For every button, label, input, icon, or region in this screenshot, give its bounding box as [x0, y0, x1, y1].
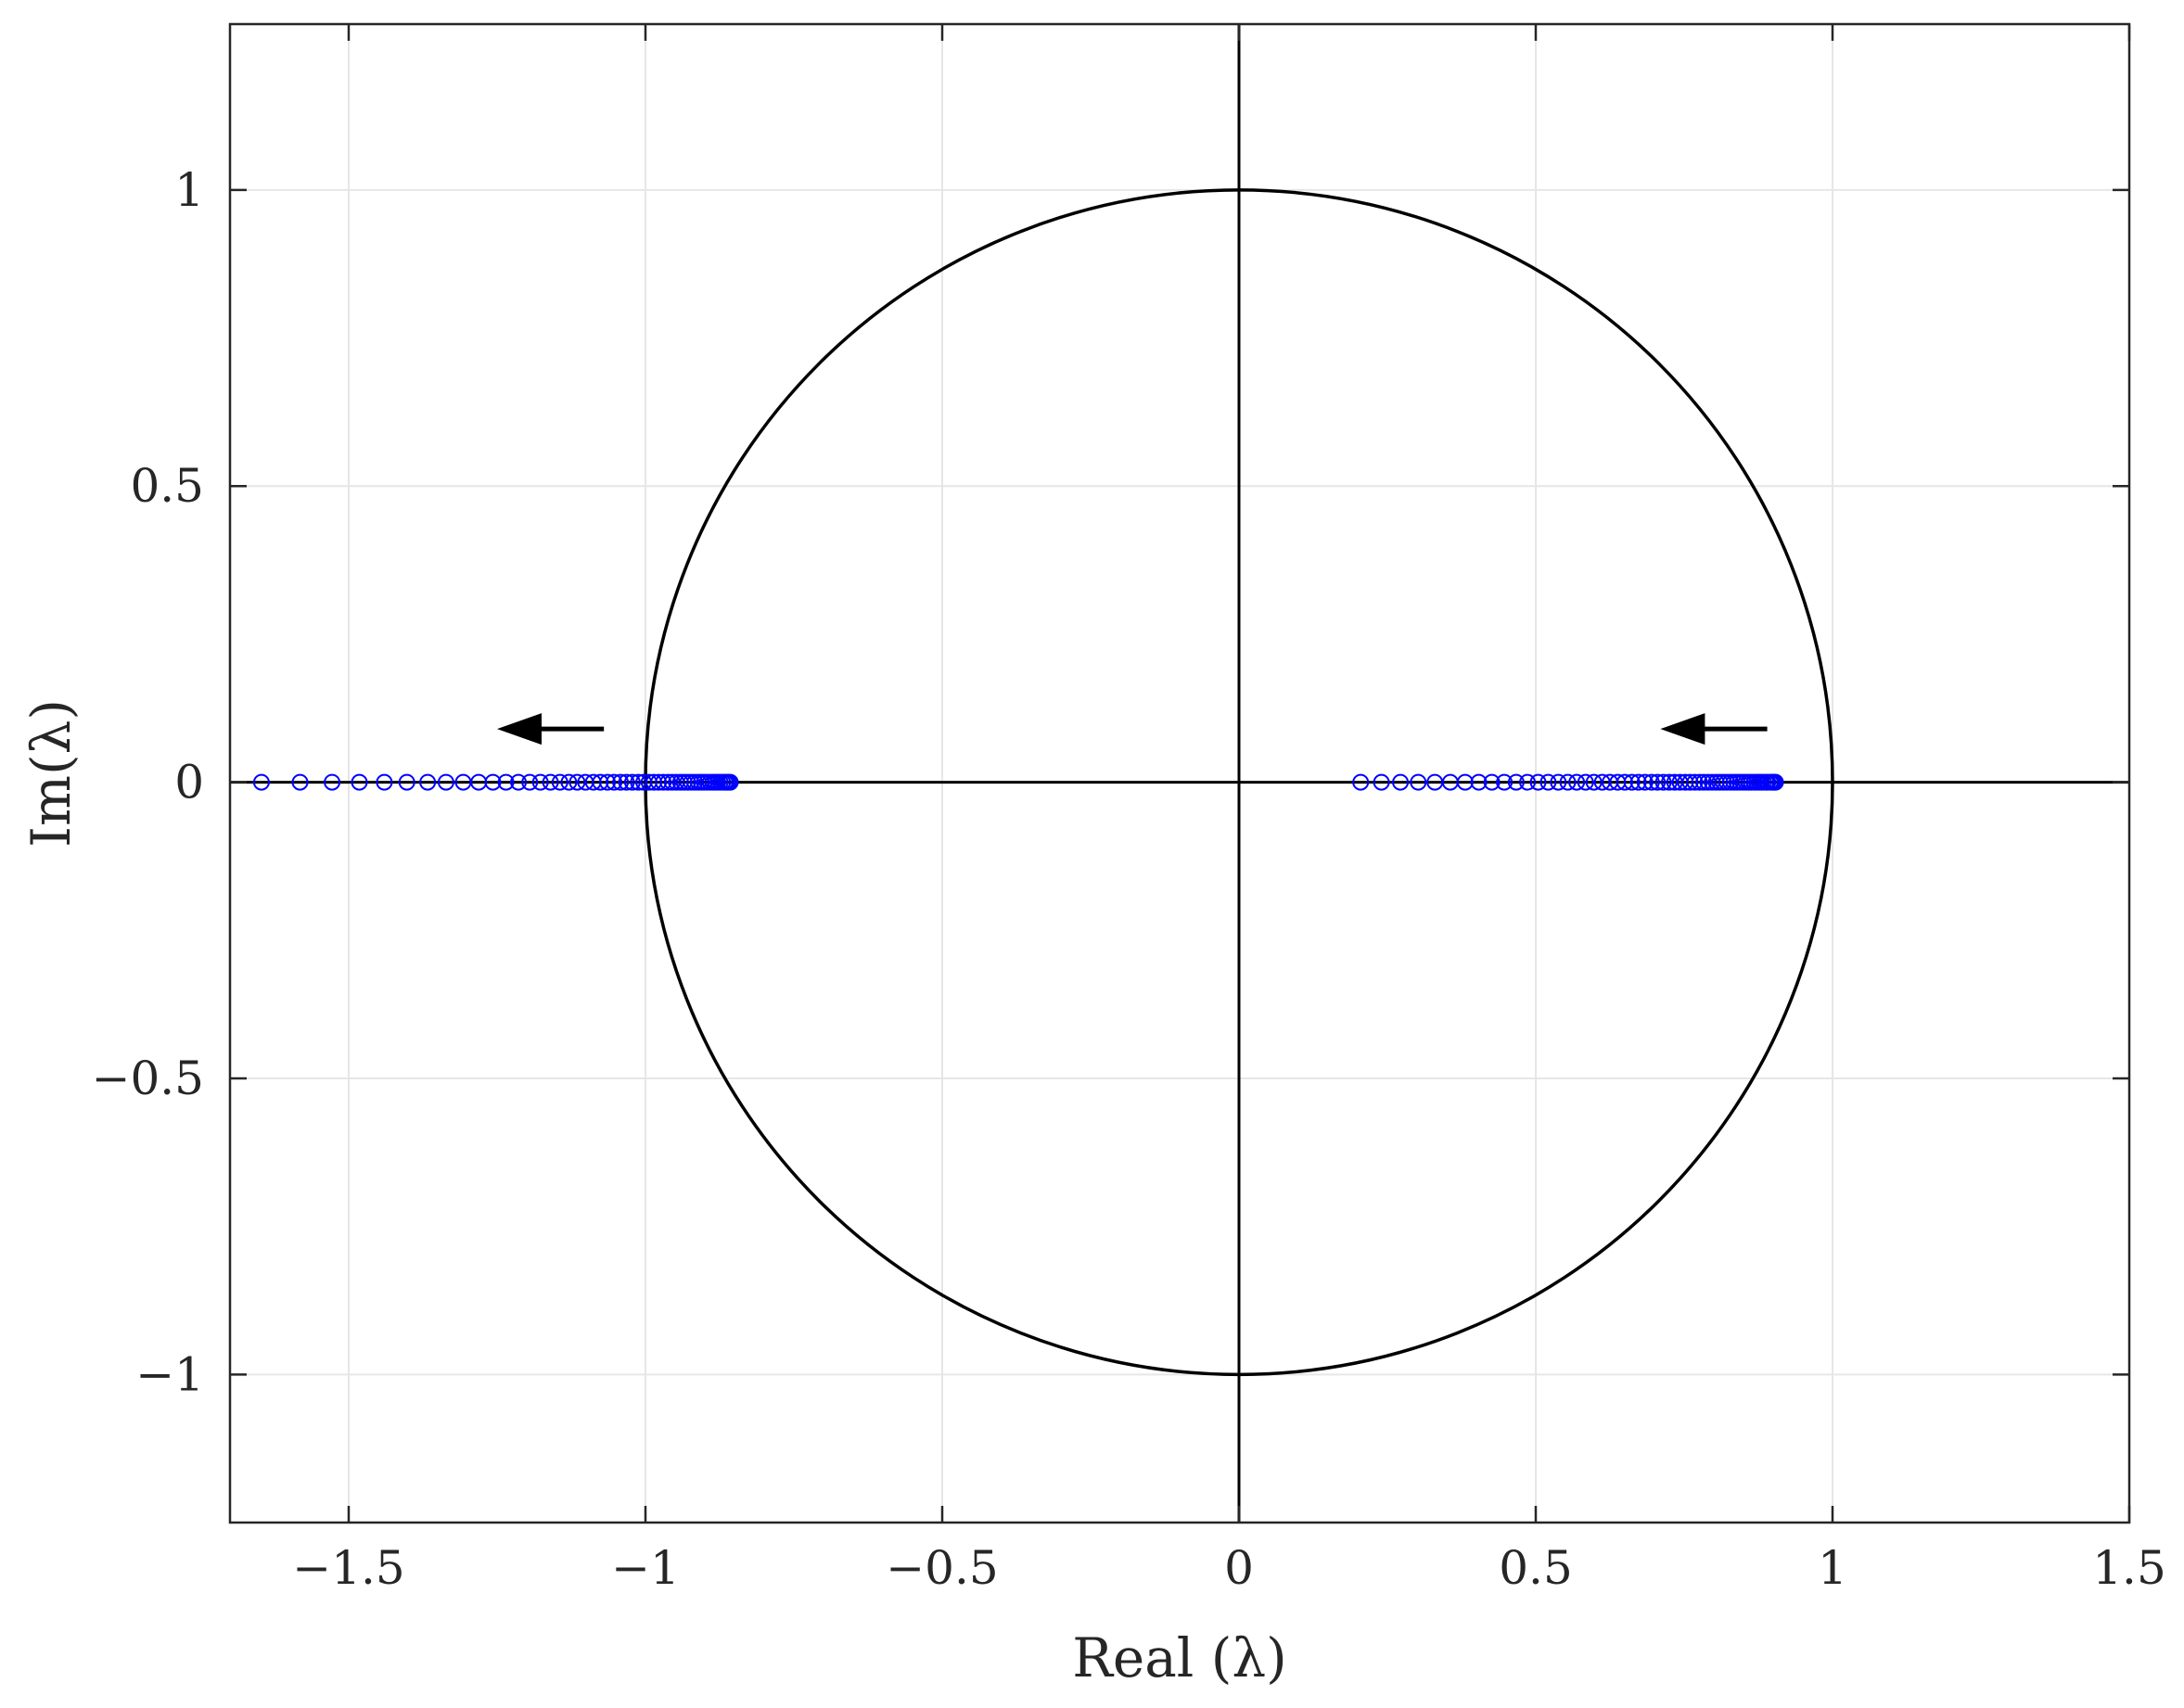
x-axis-title: Real (λ) — [1072, 1626, 1287, 1689]
data-point — [1550, 773, 1567, 791]
data-point — [1691, 773, 1708, 791]
data-point — [419, 773, 437, 791]
x-tick-labels: −1.5 −1 −0.5 0 0.5 1 1.5 — [292, 1541, 2165, 1595]
data-point — [618, 773, 635, 791]
data-point — [291, 773, 309, 791]
plot-area — [230, 24, 2129, 1523]
data-point — [1496, 773, 1513, 791]
x-tick-label: −1 — [611, 1541, 680, 1595]
x-tick-label: 1 — [1818, 1541, 1847, 1595]
data-point — [1686, 773, 1704, 791]
data-point — [1642, 773, 1660, 791]
data-point — [521, 773, 539, 791]
data-point — [599, 773, 617, 791]
y-tick-label: 0 — [174, 756, 204, 809]
y-tick-label: 0.5 — [130, 459, 204, 513]
y-tick-label: −1 — [135, 1347, 204, 1401]
eigenvalue-markers — [252, 773, 1784, 791]
x-tick-label: 0 — [1224, 1541, 1254, 1595]
data-point — [324, 773, 341, 791]
data-point — [560, 773, 578, 791]
data-point — [398, 773, 415, 791]
arrow-annotation — [497, 713, 605, 746]
tick-marks — [230, 24, 2131, 1523]
x-tick-label: −1.5 — [292, 1541, 404, 1595]
data-point — [1577, 773, 1594, 791]
data-point — [542, 773, 559, 791]
data-point — [1559, 773, 1577, 791]
data-point — [1585, 773, 1603, 791]
data-point — [1539, 773, 1557, 791]
data-point — [1767, 773, 1784, 791]
data-point — [1568, 773, 1586, 791]
x-tick-label: −0.5 — [886, 1541, 998, 1595]
data-point — [606, 773, 623, 791]
data-point — [437, 773, 454, 791]
y-tick-label: 1 — [174, 163, 204, 217]
data-point — [1623, 773, 1641, 791]
data-point — [612, 773, 630, 791]
data-point — [659, 773, 677, 791]
data-point — [1392, 773, 1410, 791]
arrow-head — [497, 713, 542, 746]
data-point — [1410, 773, 1427, 791]
data-point — [1661, 773, 1678, 791]
direction-arrows — [497, 713, 1768, 746]
data-point — [1470, 773, 1488, 791]
data-point — [623, 773, 641, 791]
data-point — [650, 773, 668, 791]
data-point — [722, 773, 739, 791]
data-point — [510, 773, 528, 791]
data-point — [1456, 773, 1474, 791]
data-point — [1352, 773, 1370, 791]
data-point — [252, 773, 270, 791]
data-point — [655, 773, 672, 791]
arrow-head — [1660, 713, 1705, 746]
y-tick-labels: −1 −0.5 0 0.5 1 — [92, 163, 204, 1401]
data-point — [1529, 773, 1547, 791]
reference-lines — [230, 24, 2129, 1523]
data-point — [1695, 773, 1713, 791]
data-point — [1636, 773, 1654, 791]
data-point — [1519, 773, 1537, 791]
data-point — [1629, 773, 1647, 791]
data-point — [531, 773, 549, 791]
y-axis-title: Im(λ) — [19, 699, 83, 848]
data-point — [1507, 773, 1525, 791]
data-point — [484, 773, 502, 791]
data-point — [351, 773, 368, 791]
data-point — [1654, 773, 1672, 791]
axes-box — [228, 22, 2131, 1524]
x-tick-label: 0.5 — [1499, 1541, 1573, 1595]
data-point — [551, 773, 568, 791]
y-tick-label: −0.5 — [92, 1052, 204, 1105]
data-point — [376, 773, 393, 791]
x-tick-label: 1.5 — [2092, 1541, 2166, 1595]
data-point — [497, 773, 515, 791]
data-point — [1483, 773, 1501, 791]
data-point — [1373, 773, 1390, 791]
data-point — [1649, 773, 1667, 791]
data-point — [1616, 773, 1633, 791]
data-point — [1681, 773, 1699, 791]
data-point — [592, 773, 609, 791]
arrow-annotation — [1660, 713, 1768, 746]
data-point — [568, 773, 586, 791]
